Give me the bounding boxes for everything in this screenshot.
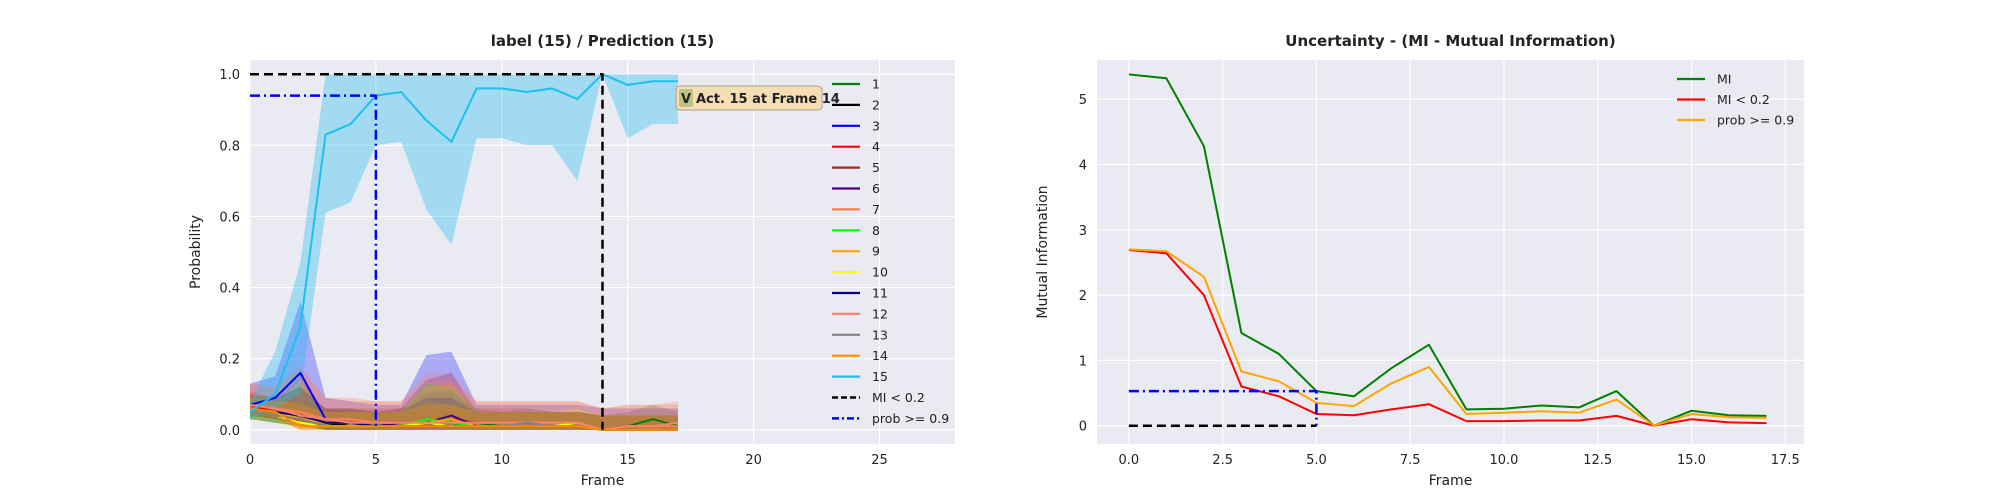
legend-label: 14 — [872, 348, 888, 363]
chart-title: Uncertainty - (MI - Mutual Information) — [1285, 32, 1615, 50]
y-axis-label: Probability — [188, 215, 204, 289]
y-tick-label: 2 — [1079, 289, 1087, 304]
y-axis-label: Mutual Information — [1035, 185, 1051, 318]
x-tick-label: 12.5 — [1583, 453, 1612, 468]
x-tick-label: 5 — [372, 453, 380, 468]
legend-label: 13 — [872, 327, 888, 342]
plot-area — [250, 72, 679, 431]
chart-title: label (15) / Prediction (15) — [491, 32, 714, 50]
frame-annotation: V Act. 15 at Frame 14 — [675, 85, 840, 111]
x-tick-label: 10 — [494, 453, 511, 468]
legend-label: prob >= 0.9 — [872, 411, 949, 426]
legend-label: MI < 0.2 — [1717, 92, 1770, 107]
plot-background — [1097, 60, 1804, 444]
y-tick-label: 0 — [1079, 420, 1087, 435]
legend-label: 3 — [872, 118, 880, 133]
y-tick-label: 3 — [1079, 224, 1087, 239]
x-tick-label: 2.5 — [1212, 453, 1233, 468]
series-line-mi-0-2 — [250, 72, 604, 430]
series-line-prob-0-9 — [1128, 248, 1767, 427]
legend-label: 11 — [872, 286, 888, 301]
legend-label: 9 — [872, 244, 880, 259]
legend-label: 15 — [872, 369, 888, 384]
legend-label: 8 — [872, 223, 880, 238]
series-band-12 — [250, 365, 678, 430]
legend-label: MI < 0.2 — [872, 390, 925, 405]
legend-label: 7 — [872, 202, 880, 217]
x-tick-label: 20 — [745, 453, 762, 468]
series-band-8 — [250, 383, 678, 430]
series-band-7 — [250, 369, 678, 430]
y-tick-label: 0.2 — [219, 353, 240, 368]
x-tick-label: 25 — [871, 453, 888, 468]
annotation-box — [675, 85, 823, 111]
check-icon — [679, 89, 693, 107]
x-axis-label: Frame — [1429, 473, 1473, 489]
series-band-3 — [250, 301, 678, 430]
legend-label: 10 — [872, 265, 888, 280]
series-band-13 — [250, 383, 678, 430]
legend-label: 5 — [872, 160, 880, 175]
legend-label: MI — [1717, 72, 1731, 87]
x-tick-label: 0.0 — [1119, 453, 1140, 468]
legend-label: 6 — [872, 181, 880, 196]
legend-label: 2 — [872, 97, 880, 112]
x-tick-label: 10.0 — [1489, 453, 1518, 468]
legend-label: prob >= 0.9 — [1717, 113, 1794, 128]
y-tick-label: 0.6 — [219, 210, 240, 225]
y-tick-label: 4 — [1079, 158, 1087, 173]
series-line-14 — [250, 407, 678, 431]
x-tick-label: 5.0 — [1306, 453, 1327, 468]
x-tick-label: 15.0 — [1677, 453, 1706, 468]
legend-label: 12 — [872, 306, 888, 321]
annotation-badge: V — [681, 92, 691, 107]
y-tick-label: 1.0 — [219, 68, 240, 83]
series-line-15 — [250, 73, 678, 413]
annotation-text: Act. 15 at Frame 14 — [696, 92, 840, 107]
x-tick-label: 0 — [246, 453, 254, 468]
y-tick-label: 5 — [1079, 93, 1087, 108]
series-line-prob-0-9 — [250, 94, 378, 430]
legend-label: 4 — [872, 139, 880, 154]
plot-area — [1128, 73, 1767, 427]
series-band-9 — [250, 383, 678, 430]
series-band-15 — [250, 74, 678, 420]
chart-panel-2: 0.0 2.5 5.0 7.5 10.0 12.5 15.0 17.5 0 1 2 3 4 5 Uncert… — [1035, 32, 1804, 489]
series-band-6 — [250, 372, 678, 430]
x-tick-label: 15 — [619, 453, 636, 468]
y-tick-label: 0.8 — [219, 139, 240, 154]
legend: MI MI < 0.2 prob >= 0.9 — [1677, 72, 1794, 128]
y-tick-label: 0.0 — [219, 424, 240, 439]
y-tick-label: 1 — [1079, 354, 1087, 369]
x-tick-label: 7.5 — [1400, 453, 1421, 468]
x-tick-label: 17.5 — [1771, 453, 1800, 468]
x-axis-label: Frame — [581, 473, 625, 489]
y-tick-label: 0.4 — [219, 282, 240, 297]
series-line-guide-4 — [1128, 389, 1318, 426]
legend-label: 1 — [872, 77, 880, 92]
